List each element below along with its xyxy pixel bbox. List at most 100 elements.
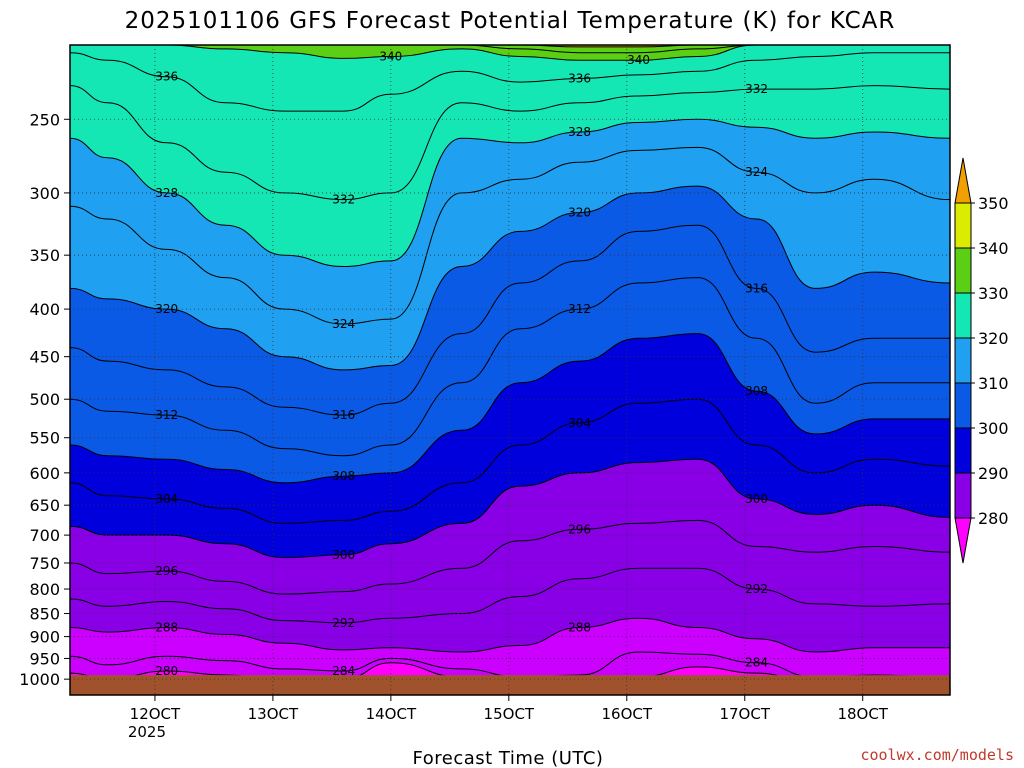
contour-label-312: 312 bbox=[155, 408, 178, 422]
colorbar-label-280: 280 bbox=[978, 509, 1009, 528]
surface-ground bbox=[70, 675, 950, 695]
contour-label-296: 296 bbox=[155, 564, 178, 578]
colorbar-swatch-310 bbox=[954, 337, 972, 384]
contour-label-336: 336 bbox=[568, 72, 591, 86]
contour-336 bbox=[70, 52, 950, 112]
contour-label-316: 316 bbox=[745, 281, 768, 295]
contour-label-300: 300 bbox=[745, 492, 768, 506]
contour-292 bbox=[70, 567, 950, 624]
contour-288 bbox=[70, 617, 950, 653]
contour-label-284: 284 bbox=[745, 656, 768, 670]
colorbar-label-310: 310 bbox=[978, 374, 1009, 393]
contour-340 bbox=[70, 45, 950, 61]
contour-label-312: 312 bbox=[568, 302, 591, 316]
contour-344 bbox=[70, 45, 950, 54]
ytick-label-1000: 1000 bbox=[19, 670, 60, 689]
colorbar-swatch-330 bbox=[954, 247, 972, 294]
contour-label-280: 280 bbox=[155, 664, 178, 678]
ytick-label-800: 800 bbox=[29, 580, 60, 599]
xtick-label-150: 15OCT bbox=[484, 705, 535, 723]
xtick-label-130: 13OCT bbox=[248, 705, 299, 723]
contour-label-308: 308 bbox=[332, 469, 355, 483]
plot-frame bbox=[69, 44, 951, 696]
contour-label-308: 308 bbox=[745, 384, 768, 398]
pressure-axis: 250 300 350 400 450 500 550 600 650 700 750 800 850 9… bbox=[19, 110, 70, 689]
contour-label-340: 340 bbox=[379, 49, 402, 63]
colorbar-swatch-340 bbox=[954, 202, 972, 249]
ytick-label-950: 950 bbox=[29, 649, 60, 668]
ytick-label-550: 550 bbox=[29, 429, 60, 448]
contour-label-296: 296 bbox=[568, 522, 591, 536]
colorbar-swatch-290 bbox=[954, 427, 972, 474]
contour-316 bbox=[70, 224, 950, 416]
grid-lines bbox=[70, 45, 950, 695]
contour-label-292: 292 bbox=[745, 582, 768, 596]
xtick-label-180: 18OCT bbox=[837, 705, 888, 723]
ytick-label-900: 900 bbox=[29, 628, 60, 647]
ytick-label-700: 700 bbox=[29, 526, 60, 545]
contour-324 bbox=[70, 146, 950, 325]
ytick-label-600: 600 bbox=[29, 464, 60, 483]
contour-304 bbox=[70, 398, 950, 524]
contour-label-300: 300 bbox=[332, 548, 355, 562]
contour-label-304: 304 bbox=[568, 416, 591, 430]
contour-label-328: 328 bbox=[568, 125, 591, 139]
colorbar-label-290: 290 bbox=[978, 464, 1009, 483]
chart-title: 2025101106 GFS Forecast Potential Temper… bbox=[125, 8, 896, 34]
ytick-label-500: 500 bbox=[29, 390, 60, 409]
contour-312 bbox=[70, 277, 950, 457]
contour-label-288: 288 bbox=[568, 621, 591, 635]
contour-label-292: 292 bbox=[332, 616, 355, 630]
ytick-label-450: 450 bbox=[29, 348, 60, 367]
contour-label-332: 332 bbox=[332, 193, 355, 207]
xtick-sublabel-120: 2025 bbox=[128, 723, 166, 741]
colorbar-label-330: 330 bbox=[978, 284, 1009, 303]
ground-surface bbox=[70, 675, 950, 695]
xtick-label-140: 14OCT bbox=[366, 705, 417, 723]
contour-284 bbox=[70, 651, 950, 678]
colorbar-label-340: 340 bbox=[978, 239, 1009, 258]
contour-label-324: 324 bbox=[745, 165, 768, 179]
colorbar-swatch-300 bbox=[954, 382, 972, 429]
contour-label-332: 332 bbox=[745, 82, 768, 96]
colorbar-swatch-280 bbox=[954, 472, 972, 519]
x-axis-label: Forecast Time (UTC) bbox=[413, 748, 604, 768]
ytick-label-750: 750 bbox=[29, 554, 60, 573]
colorbar: 350 340 330 320 310 300 290 280 bbox=[954, 157, 1009, 564]
contour-label-284: 284 bbox=[332, 664, 355, 678]
contour-label-324: 324 bbox=[332, 317, 355, 331]
colorbar-extend-top bbox=[954, 157, 972, 204]
contour-label-336: 336 bbox=[155, 70, 178, 84]
contour-300 bbox=[70, 458, 950, 559]
contour-label-328: 328 bbox=[155, 186, 178, 200]
ytick-label-350: 350 bbox=[29, 246, 60, 265]
xtick-label-120: 12OCT bbox=[130, 705, 181, 723]
contour-308 bbox=[70, 333, 950, 484]
contour-320 bbox=[70, 185, 950, 371]
ytick-label-400: 400 bbox=[29, 300, 60, 319]
contour-label-304: 304 bbox=[155, 492, 178, 506]
colorbar-swatch-320 bbox=[954, 292, 972, 339]
ytick-label-250: 250 bbox=[29, 110, 60, 129]
colorbar-label-350: 350 bbox=[978, 194, 1009, 213]
ytick-label-650: 650 bbox=[29, 496, 60, 515]
contour-fills bbox=[70, 45, 950, 695]
contour-label-288: 288 bbox=[155, 621, 178, 635]
contour-296 bbox=[70, 519, 950, 595]
contour-label-320: 320 bbox=[155, 302, 178, 316]
contour-label-320: 320 bbox=[568, 206, 591, 220]
xtick-label-160: 16OCT bbox=[602, 705, 653, 723]
contour-label-316: 316 bbox=[332, 408, 355, 422]
ytick-label-850: 850 bbox=[29, 605, 60, 624]
colorbar-label-300: 300 bbox=[978, 419, 1009, 438]
ytick-label-300: 300 bbox=[29, 184, 60, 203]
xtick-label-170: 17OCT bbox=[719, 705, 770, 723]
colorbar-extend-bottom bbox=[954, 517, 972, 564]
colorbar-label-320: 320 bbox=[978, 329, 1009, 348]
contour-labels: 280 284 284 288 288 292 292 296 296 300 300 304 304 3… bbox=[155, 49, 768, 678]
credit-text[interactable]: coolwx.com/models bbox=[860, 746, 1014, 764]
contour-332 bbox=[70, 85, 950, 201]
contour-label-340: 340 bbox=[627, 53, 650, 67]
